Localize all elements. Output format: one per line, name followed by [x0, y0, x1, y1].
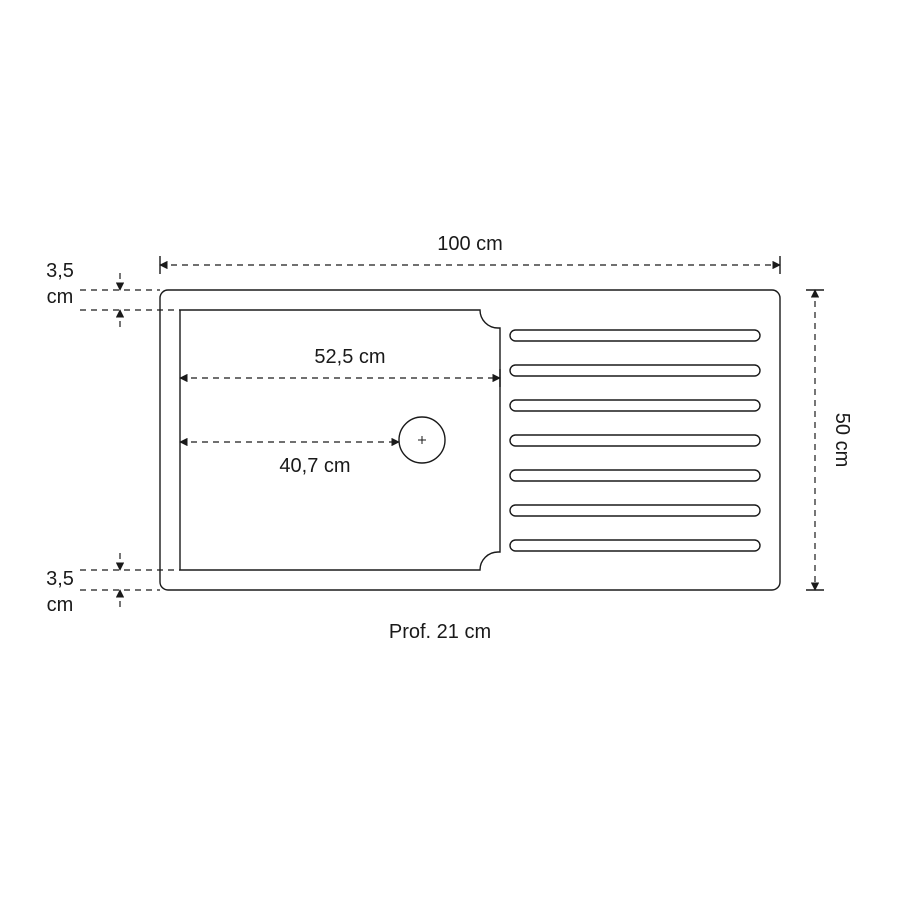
sink-outline	[160, 290, 780, 590]
dim-width-top: 100 cm	[437, 233, 503, 255]
dim-depth: Prof. 21 cm	[389, 621, 491, 643]
dim-height-right: 50 cm	[831, 413, 853, 467]
dim-inner-407: 40,7 cm	[279, 455, 350, 477]
dim-margin-top: 3,5cm	[46, 260, 74, 308]
dimension-labels: 100 cm 50 cm 3,5cm 3,5cm 52,5 cm 40,7 cm Prof.…	[46, 233, 853, 643]
dim-margin-bottom: 3,5cm	[46, 568, 74, 616]
sink-dimension-diagram: 100 cm 50 cm 3,5cm 3,5cm 52,5 cm 40,7 cm Prof.…	[0, 0, 900, 900]
dim-inner-525: 52,5 cm	[314, 346, 385, 368]
drainboard-ribs	[510, 330, 760, 551]
dimension-lines	[80, 256, 824, 610]
